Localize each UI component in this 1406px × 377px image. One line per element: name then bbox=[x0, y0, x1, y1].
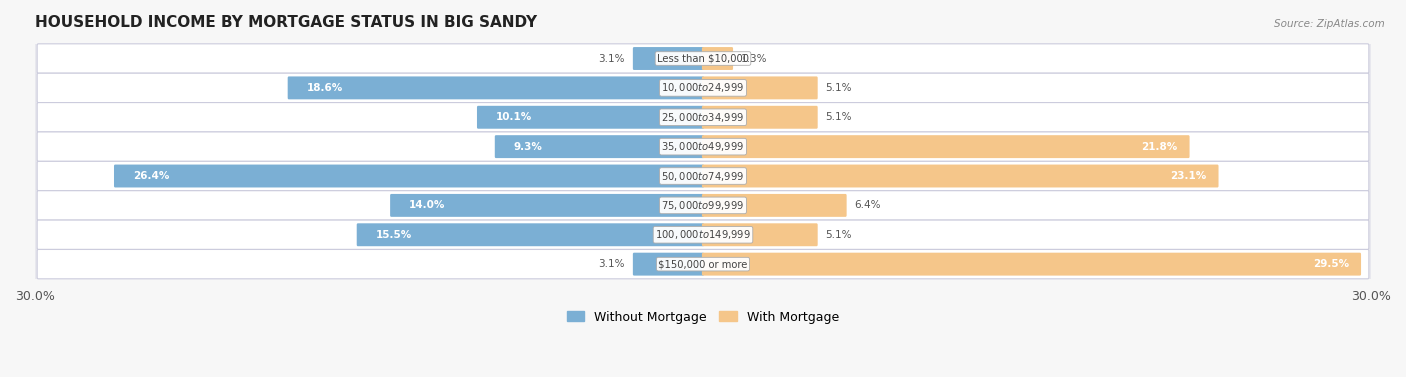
Text: 18.6%: 18.6% bbox=[307, 83, 343, 93]
FancyBboxPatch shape bbox=[495, 135, 704, 158]
Bar bbox=[24, 103, 1382, 132]
Text: $150,000 or more: $150,000 or more bbox=[658, 259, 748, 269]
FancyBboxPatch shape bbox=[702, 47, 733, 70]
FancyBboxPatch shape bbox=[633, 47, 704, 70]
FancyBboxPatch shape bbox=[633, 253, 704, 276]
Text: Less than $10,000: Less than $10,000 bbox=[657, 54, 749, 63]
Text: $75,000 to $99,999: $75,000 to $99,999 bbox=[661, 199, 745, 212]
Text: HOUSEHOLD INCOME BY MORTGAGE STATUS IN BIG SANDY: HOUSEHOLD INCOME BY MORTGAGE STATUS IN B… bbox=[35, 15, 537, 30]
Text: 6.4%: 6.4% bbox=[855, 201, 882, 210]
Text: $100,000 to $149,999: $100,000 to $149,999 bbox=[655, 228, 751, 241]
Bar bbox=[24, 191, 1382, 220]
Text: 21.8%: 21.8% bbox=[1142, 142, 1177, 152]
FancyBboxPatch shape bbox=[37, 132, 1369, 161]
FancyBboxPatch shape bbox=[37, 44, 1369, 73]
FancyBboxPatch shape bbox=[389, 194, 704, 217]
Bar bbox=[24, 220, 1382, 250]
Bar bbox=[24, 73, 1382, 103]
FancyBboxPatch shape bbox=[702, 135, 1189, 158]
Text: Source: ZipAtlas.com: Source: ZipAtlas.com bbox=[1274, 19, 1385, 29]
FancyBboxPatch shape bbox=[357, 223, 704, 246]
FancyBboxPatch shape bbox=[37, 73, 1369, 103]
Text: 23.1%: 23.1% bbox=[1170, 171, 1206, 181]
FancyBboxPatch shape bbox=[702, 106, 818, 129]
Text: 3.1%: 3.1% bbox=[599, 259, 626, 269]
FancyBboxPatch shape bbox=[702, 77, 818, 100]
Text: $10,000 to $24,999: $10,000 to $24,999 bbox=[661, 81, 745, 94]
Text: 26.4%: 26.4% bbox=[134, 171, 169, 181]
Text: $35,000 to $49,999: $35,000 to $49,999 bbox=[661, 140, 745, 153]
Legend: Without Mortgage, With Mortgage: Without Mortgage, With Mortgage bbox=[562, 305, 844, 328]
Text: 3.1%: 3.1% bbox=[599, 54, 626, 63]
FancyBboxPatch shape bbox=[37, 103, 1369, 132]
FancyBboxPatch shape bbox=[114, 164, 704, 187]
Text: 5.1%: 5.1% bbox=[825, 83, 852, 93]
Text: 10.1%: 10.1% bbox=[496, 112, 531, 122]
Text: $50,000 to $74,999: $50,000 to $74,999 bbox=[661, 170, 745, 182]
FancyBboxPatch shape bbox=[702, 164, 1219, 187]
Text: 5.1%: 5.1% bbox=[825, 230, 852, 240]
FancyBboxPatch shape bbox=[37, 191, 1369, 220]
Text: 5.1%: 5.1% bbox=[825, 112, 852, 122]
FancyBboxPatch shape bbox=[37, 220, 1369, 250]
Text: 14.0%: 14.0% bbox=[409, 201, 446, 210]
Text: 9.3%: 9.3% bbox=[513, 142, 543, 152]
FancyBboxPatch shape bbox=[37, 161, 1369, 191]
FancyBboxPatch shape bbox=[288, 77, 704, 100]
Bar bbox=[24, 250, 1382, 279]
FancyBboxPatch shape bbox=[477, 106, 704, 129]
Bar bbox=[24, 132, 1382, 161]
FancyBboxPatch shape bbox=[702, 194, 846, 217]
Text: 15.5%: 15.5% bbox=[375, 230, 412, 240]
Text: $25,000 to $34,999: $25,000 to $34,999 bbox=[661, 111, 745, 124]
Text: 29.5%: 29.5% bbox=[1313, 259, 1348, 269]
FancyBboxPatch shape bbox=[702, 223, 818, 246]
Bar bbox=[24, 161, 1382, 191]
FancyBboxPatch shape bbox=[37, 250, 1369, 279]
Text: 1.3%: 1.3% bbox=[741, 54, 768, 63]
FancyBboxPatch shape bbox=[702, 253, 1361, 276]
Bar bbox=[24, 44, 1382, 73]
